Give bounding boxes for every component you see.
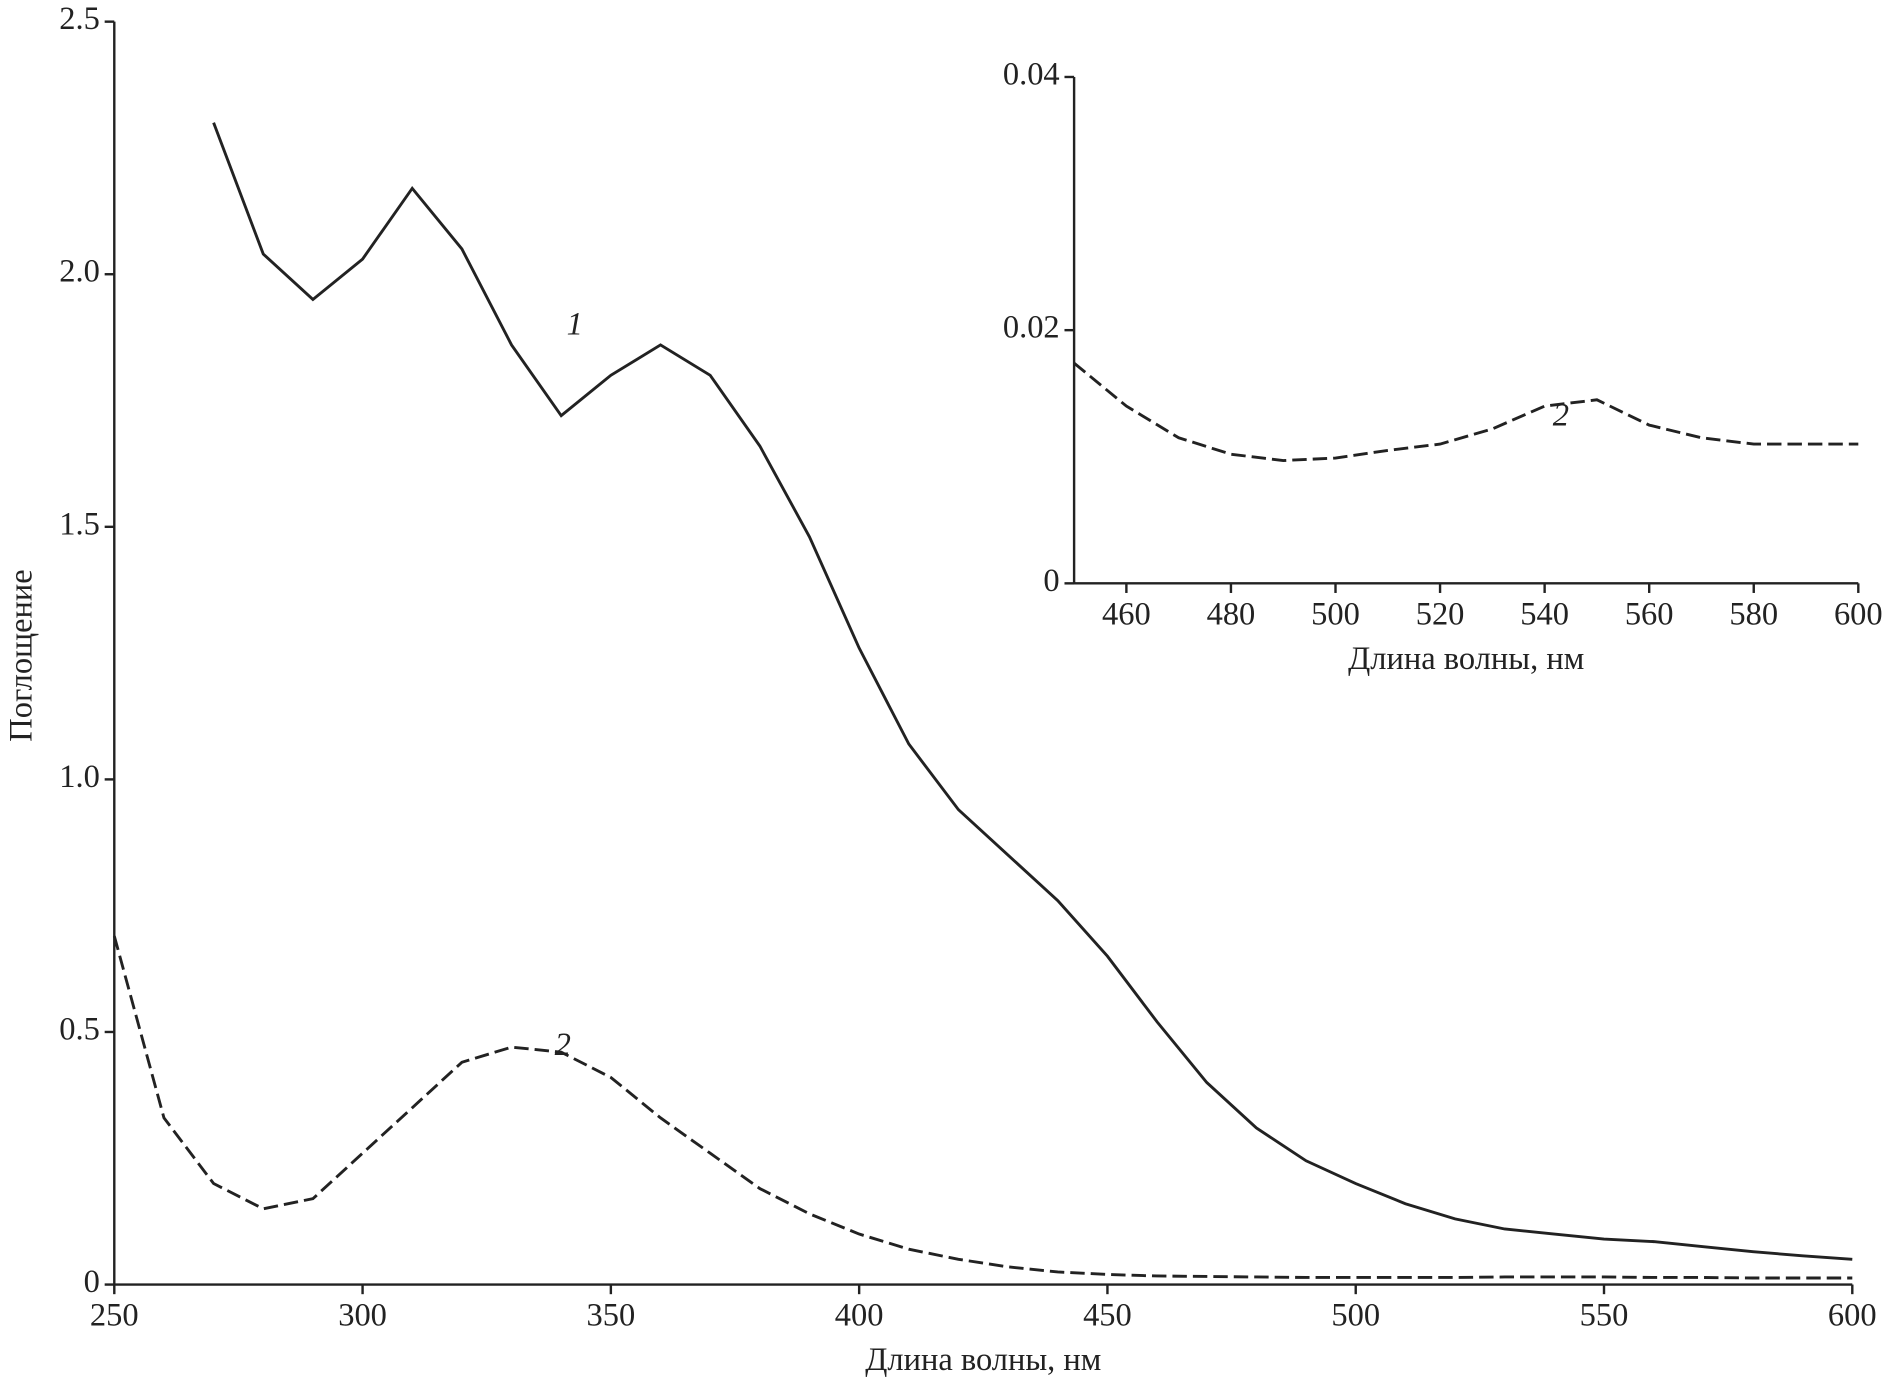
x-tick-label: 250 xyxy=(90,1298,139,1334)
x-tick-label: 600 xyxy=(1828,1298,1877,1334)
x-tick-label: 520 xyxy=(1416,596,1465,632)
x-tick-label: 540 xyxy=(1520,596,1569,632)
y-tick-label: 0.04 xyxy=(1003,56,1060,92)
axes xyxy=(1072,76,1859,585)
series-label: 2 xyxy=(555,1027,571,1063)
x-tick-label: 500 xyxy=(1311,596,1360,632)
data-line xyxy=(112,935,1853,1280)
y-tick-label: 2.5 xyxy=(59,1,100,37)
series-label: 1 xyxy=(567,307,583,343)
x-tick-label: 550 xyxy=(1580,1298,1629,1334)
x-tick-label: 580 xyxy=(1729,596,1778,632)
x-tick-label: 300 xyxy=(338,1298,387,1334)
y-tick-label: 1.5 xyxy=(59,506,100,542)
x-tick-label: 600 xyxy=(1834,596,1883,632)
x-axis-label: Длина волны, нм xyxy=(865,1342,1101,1378)
x-tick-label: 450 xyxy=(1083,1298,1132,1334)
axes xyxy=(113,21,1853,1286)
y-tick-label: 0 xyxy=(84,1264,100,1300)
data-line xyxy=(1073,361,1859,462)
y-axis-label: Поглощение xyxy=(4,569,40,741)
y-tick-label: 1.0 xyxy=(59,759,100,795)
x-tick-label: 460 xyxy=(1102,596,1151,632)
x-axis-label: Длина волны, нм xyxy=(1348,641,1584,677)
y-tick-label: 0.5 xyxy=(59,1011,100,1047)
x-tick-label: 350 xyxy=(587,1298,636,1334)
x-tick-label: 480 xyxy=(1207,596,1256,632)
series-label: 2 xyxy=(1553,397,1569,433)
x-tick-label: 400 xyxy=(835,1298,884,1334)
y-tick-label: 0.02 xyxy=(1003,310,1060,346)
x-tick-label: 560 xyxy=(1625,596,1674,632)
y-tick-label: 2.0 xyxy=(59,254,100,290)
y-tick-label: 0 xyxy=(1043,563,1059,599)
data-line xyxy=(212,122,1853,1261)
x-tick-label: 500 xyxy=(1331,1298,1380,1334)
